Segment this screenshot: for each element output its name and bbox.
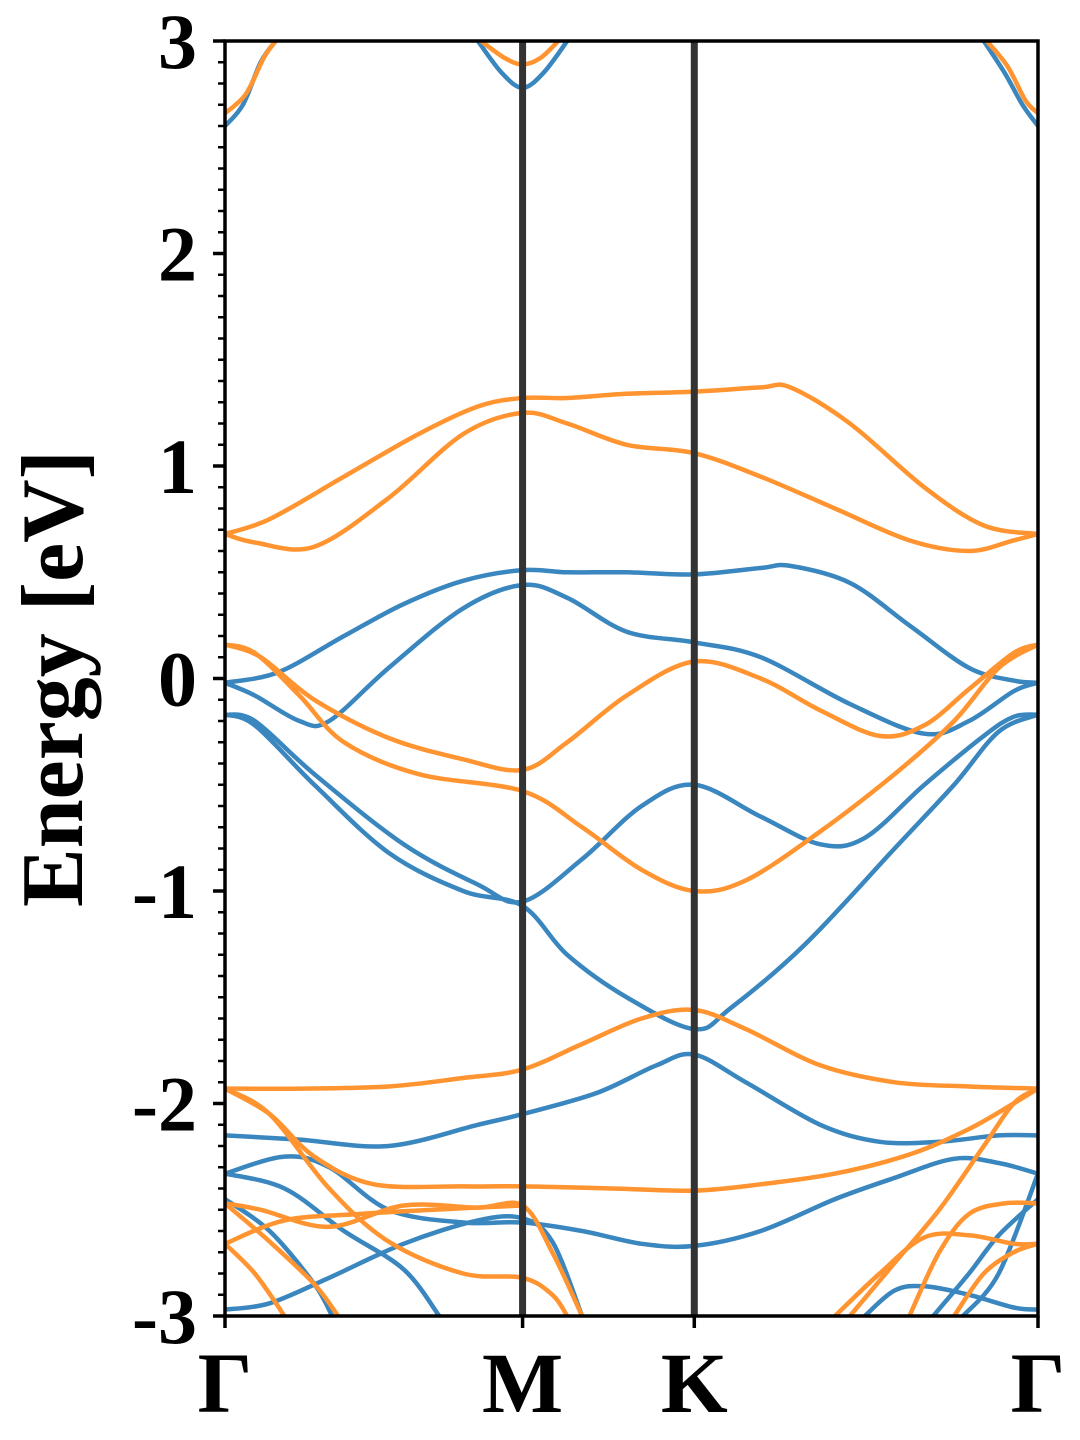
y-tick-label: 2 xyxy=(158,211,197,298)
band-line-orange xyxy=(225,1201,341,1316)
y-tick-label: 0 xyxy=(158,636,197,723)
band-line-orange xyxy=(984,41,1038,116)
band-line-orange xyxy=(225,1241,287,1316)
x-tick-label: Γ xyxy=(1011,1335,1066,1431)
band-line-blue xyxy=(931,1196,1038,1316)
band-line-orange xyxy=(907,1200,1038,1316)
band-line-orange xyxy=(832,1231,1038,1316)
band-line-orange xyxy=(225,410,1038,554)
band-line-blue xyxy=(225,1154,1038,1250)
band-line-blue xyxy=(225,582,1038,737)
band-line-blue xyxy=(981,41,1038,129)
band-line-orange xyxy=(225,382,1038,537)
band-line-orange xyxy=(225,1203,525,1247)
band-line-orange xyxy=(951,1241,1038,1316)
band-line-blue xyxy=(225,1171,442,1316)
x-tick-label: Γ xyxy=(198,1335,253,1431)
band-lines xyxy=(225,41,1038,1316)
band-line-blue xyxy=(225,712,1038,1032)
band-line-orange xyxy=(225,41,278,116)
band-line-blue xyxy=(862,1283,1038,1316)
band-line-orange xyxy=(225,642,1038,894)
band-line-blue xyxy=(225,712,1038,905)
band-line-blue xyxy=(960,1171,1038,1316)
y-tick-label: -2 xyxy=(132,1061,197,1148)
band-line-orange xyxy=(225,1007,1038,1092)
band-line-orange xyxy=(225,642,1038,773)
y-tick-label: 3 xyxy=(158,0,197,85)
x-tick-label: K xyxy=(661,1335,728,1431)
band-line-blue xyxy=(225,1196,335,1316)
y-tick-label: 1 xyxy=(158,423,197,510)
band-line-orange xyxy=(847,1086,1038,1316)
band-line-blue xyxy=(225,562,1038,686)
y-axis-ticks: -3 -2 -1 0 1 2 3 xyxy=(132,0,225,1360)
band-line-orange xyxy=(225,1086,1038,1193)
band-line-blue xyxy=(225,1051,1038,1149)
band-line-blue xyxy=(225,1213,585,1316)
band-line-orange xyxy=(225,1200,585,1316)
high-symmetry-lines xyxy=(519,41,698,1316)
band-line-orange xyxy=(225,1086,570,1316)
y-axis-label: Energy [eV] xyxy=(5,450,102,907)
plot-frame xyxy=(223,39,1040,1318)
y-tick-label: -1 xyxy=(132,848,197,935)
x-tick-label: M xyxy=(482,1335,563,1431)
y-tick-label: -3 xyxy=(132,1273,197,1360)
